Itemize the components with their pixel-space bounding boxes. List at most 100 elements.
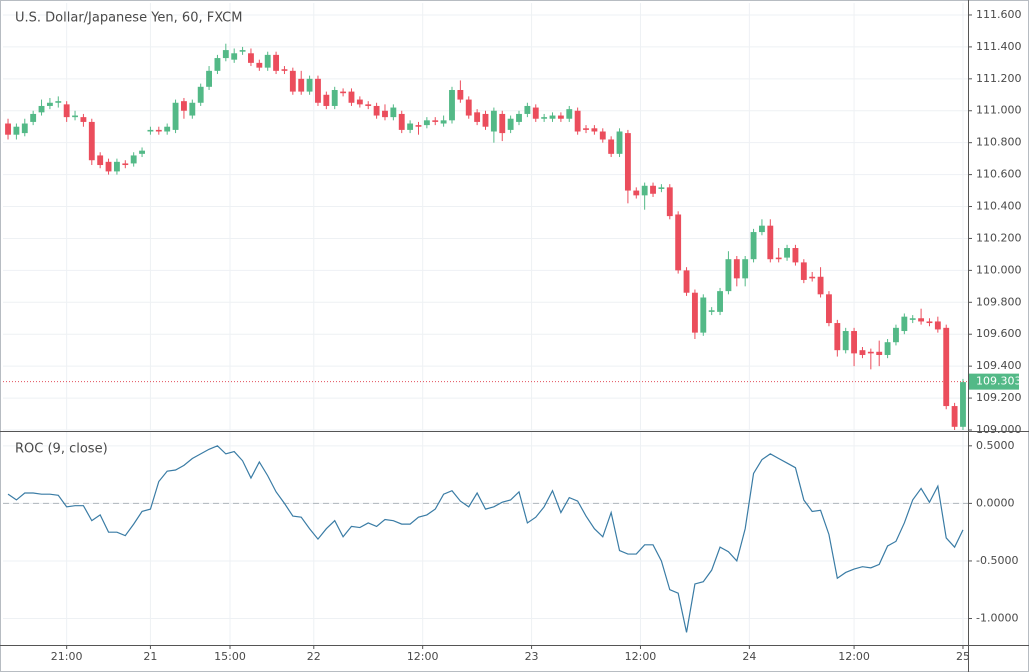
candle-body: [273, 54, 280, 71]
candle-body: [365, 104, 372, 106]
candle-body: [532, 107, 539, 119]
candle-body: [231, 53, 238, 60]
candle-body: [482, 113, 489, 127]
y-tick-label: 109.600: [976, 327, 1022, 340]
candle-body: [725, 259, 732, 292]
candle-body: [256, 62, 263, 68]
candle-body: [432, 120, 439, 122]
candle-body: [499, 113, 506, 134]
candle-body: [457, 89, 464, 100]
candle-body: [549, 115, 556, 119]
candle-body: [13, 126, 20, 135]
candle-body: [449, 89, 455, 121]
candle-body: [298, 78, 305, 92]
candle-body: [172, 102, 179, 130]
x-tick-label: 12:00: [625, 650, 657, 663]
x-tick-label: 24: [742, 650, 756, 663]
candle-body: [97, 155, 104, 166]
candle-body: [382, 110, 388, 118]
candle-body: [918, 318, 925, 322]
candle-body: [675, 214, 682, 271]
candle-body: [901, 316, 908, 332]
y-tick-label: 0.5000: [976, 439, 1015, 452]
candle-body: [490, 110, 497, 132]
y-tick-label: -0.5000: [976, 554, 1018, 567]
candle-body: [281, 69, 288, 71]
x-tick-label: 12:00: [407, 650, 439, 663]
candle-body: [46, 102, 53, 106]
y-tick-label: 110.400: [976, 200, 1022, 213]
candle-body: [700, 297, 707, 333]
candle-body: [666, 187, 673, 217]
candle-body: [851, 331, 858, 354]
candle-body: [817, 276, 824, 295]
candle-body: [951, 406, 958, 427]
y-tick-label: 110.600: [976, 168, 1022, 181]
candle-body: [348, 91, 355, 103]
candle-body: [206, 70, 212, 87]
candle-body: [691, 292, 698, 333]
candle-body: [415, 125, 422, 127]
candle-body: [557, 115, 564, 119]
candle-body: [315, 78, 321, 103]
candle-body: [583, 128, 589, 130]
candle-body: [356, 99, 363, 105]
candle-body: [440, 120, 447, 124]
candle-body: [775, 257, 782, 260]
candle-body: [650, 185, 656, 194]
last-price-box: [969, 373, 1019, 390]
candle-body: [264, 54, 271, 68]
y-tick-label: 111.400: [976, 40, 1022, 53]
candle-body: [239, 50, 246, 52]
y-tick-label: 111.200: [976, 72, 1022, 85]
candle-body: [30, 113, 37, 122]
x-tick-label: 21:00: [51, 650, 83, 663]
candle-body: [934, 321, 941, 330]
candle-body: [591, 128, 598, 132]
candle-body: [164, 126, 171, 132]
candle-body: [340, 91, 347, 94]
candle-body: [214, 58, 221, 71]
candle-body: [5, 123, 11, 135]
candle-body: [759, 225, 765, 233]
y-tick-label: 0.0000: [976, 496, 1015, 509]
x-tick-label: 23: [525, 650, 539, 663]
candle-body: [633, 190, 640, 196]
candle-body: [147, 129, 154, 132]
candle-body: [599, 131, 606, 140]
candle-body: [105, 161, 112, 172]
x-tick-label: 25: [956, 650, 970, 663]
candle-body: [516, 113, 522, 122]
candle-body: [323, 94, 330, 106]
candle-body: [139, 150, 145, 154]
y-tick-label: 109.800: [976, 295, 1022, 308]
candle-body: [423, 120, 430, 126]
candle-body: [809, 276, 816, 279]
candle-body: [683, 270, 690, 293]
x-tick-label: 22: [307, 650, 321, 663]
y-tick-label: 110.200: [976, 231, 1022, 244]
candle-body: [88, 121, 95, 161]
x-tick-label: 21: [143, 650, 157, 663]
y-tick-label: 109.200: [976, 391, 1022, 404]
candle-body: [248, 53, 254, 63]
plot-layer: 111.600 111.400 111.200 111.000 110.800 110.6…: [3, 3, 1022, 663]
candle-body: [189, 102, 196, 116]
roc-line: [7, 445, 964, 633]
candle-body: [222, 50, 229, 59]
candle-body: [834, 323, 841, 351]
candle-body: [122, 163, 129, 166]
candle-body: [750, 232, 757, 260]
candle-body: [884, 342, 891, 355]
y-tick-label: 111.600: [976, 8, 1022, 21]
y-tick-label: 111.000: [976, 104, 1022, 117]
y-tick-label: 109.400: [976, 359, 1022, 372]
candle-body: [784, 248, 790, 258]
main-title: U.S. Dollar/Japanese Yen, 60, FXCM: [15, 11, 242, 26]
candle-body: [893, 327, 899, 343]
candle-body: [792, 248, 799, 263]
candle-body: [407, 123, 414, 130]
candle-body: [943, 327, 950, 407]
candle-body: [63, 104, 70, 118]
